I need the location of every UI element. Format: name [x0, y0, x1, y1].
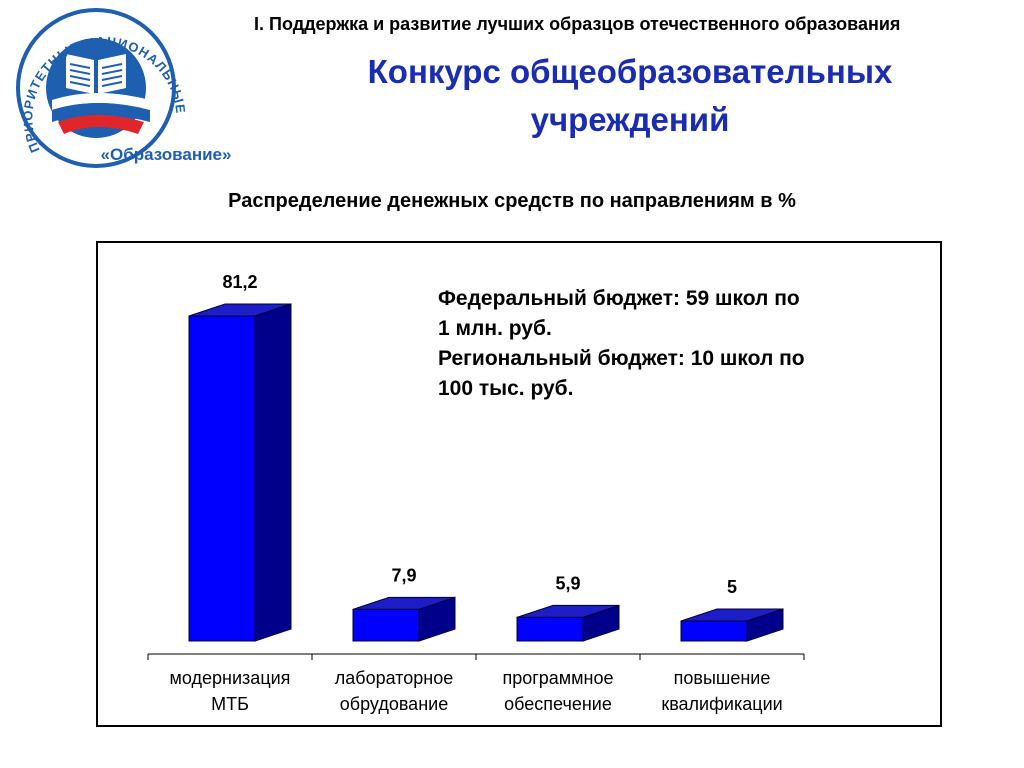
x-tick-label: программное: [502, 668, 613, 688]
x-tick-label: модернизация: [170, 668, 291, 688]
data-label: 81,2: [222, 272, 257, 292]
x-tick-label: обрудование: [340, 694, 448, 714]
page-title-line-2: учреждений: [530, 101, 730, 138]
bar: [352, 608, 420, 642]
x-tick-label: обеспечение: [504, 694, 612, 714]
bar: [680, 620, 748, 642]
data-label: 7,9: [391, 565, 416, 585]
x-tick-label: повышение: [674, 668, 771, 688]
chart-title: Распределение денежных средств по направ…: [228, 190, 796, 212]
project-logo: ПРИОРИТЕТНЫЕ НАЦИОНАЛЬНЫЕ ПРОЕКТЫ «Образ…: [0, 0, 256, 174]
page-title: Конкурс общеобразовательных учреждений: [250, 48, 1010, 144]
budget-note-line-1: Федеральный бюджет: 59 школ по: [438, 287, 800, 310]
data-label: 5: [727, 577, 737, 597]
book-icon: [66, 54, 126, 94]
x-tick-label: МТБ: [211, 694, 249, 714]
chart-frame: [96, 241, 942, 727]
bar: [516, 616, 584, 642]
data-label: 5,9: [555, 573, 580, 593]
flag-wave-icon: [52, 93, 150, 134]
budget-note-line-4: 100 тыс. руб.: [438, 377, 574, 400]
logo-bottom-text: «Образование»: [101, 145, 232, 164]
bar: [188, 315, 256, 642]
page-title-line-1: Конкурс общеобразовательных: [367, 53, 893, 90]
bar-side: [254, 303, 292, 642]
section-heading: I. Поддержка и развитие лучших образцов …: [254, 14, 901, 34]
budget-note-line-2: 1 млн. руб.: [438, 317, 552, 340]
budget-note: Федеральный бюджет: 59 школ по 1 млн. ру…: [438, 284, 918, 404]
x-tick-label: лабораторное: [335, 668, 454, 688]
budget-note-line-3: Региональный бюджет: 10 школ по: [438, 347, 805, 370]
x-tick-label: квалификации: [661, 694, 782, 714]
